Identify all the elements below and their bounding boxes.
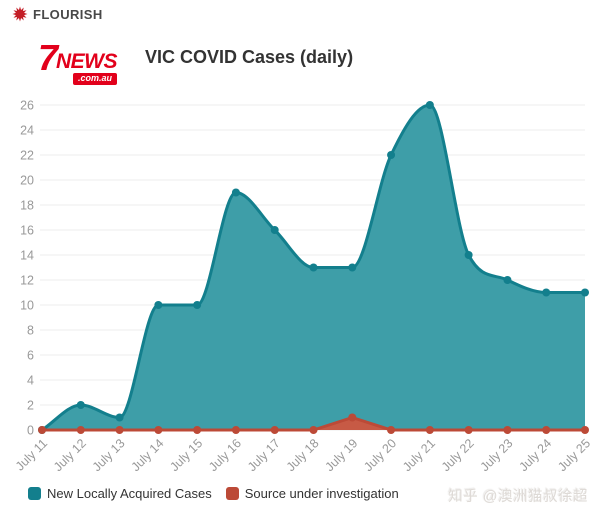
- y-axis-tick-label: 4: [27, 374, 34, 388]
- y-axis-tick-label: 22: [20, 149, 34, 163]
- data-point[interactable]: [309, 426, 318, 434]
- x-axis-tick-label: July 16: [206, 436, 244, 474]
- data-point[interactable]: [231, 426, 240, 434]
- seven-news-domain-badge: .com.au: [72, 73, 117, 86]
- x-axis-tick-label: July 11: [13, 436, 50, 473]
- data-point[interactable]: [193, 301, 202, 309]
- x-axis-tick-label: July 15: [167, 436, 205, 474]
- data-point[interactable]: [387, 426, 396, 434]
- x-axis-tick-label: July 18: [284, 436, 322, 474]
- x-axis-tick-label: July 20: [361, 436, 399, 474]
- chart-legend: New Locally Acquired Cases Source under …: [28, 486, 399, 501]
- legend-label: New Locally Acquired Cases: [47, 486, 212, 501]
- y-axis-tick-label: 20: [20, 174, 34, 188]
- seven-news-logo: 7 NEWS .com.au: [35, 37, 118, 86]
- flourish-label: FLOURISH: [33, 6, 103, 22]
- seven-glyph: 7: [37, 37, 58, 78]
- y-axis-tick-label: 2: [27, 399, 34, 413]
- legend-item-new-locally-acquired-cases: New Locally Acquired Cases: [28, 486, 212, 501]
- x-axis-tick-label: July 22: [439, 436, 477, 474]
- data-point[interactable]: [76, 426, 85, 434]
- data-point[interactable]: [348, 263, 357, 272]
- x-axis-tick-label: July 25: [555, 436, 593, 474]
- zhihu-watermark: 知乎 @澳洲猫叔徐超: [448, 489, 588, 505]
- x-axis-tick-label: July 17: [245, 436, 283, 474]
- y-axis-tick-label: 24: [20, 124, 34, 138]
- data-point[interactable]: [76, 401, 85, 409]
- data-point[interactable]: [581, 288, 589, 297]
- x-axis-tick-label: July 12: [51, 436, 89, 474]
- data-point[interactable]: [503, 426, 512, 434]
- x-axis-tick-label: July 23: [478, 436, 516, 474]
- y-axis-tick-label: 12: [20, 274, 34, 288]
- x-axis-tick-label: July 24: [516, 436, 554, 474]
- data-point[interactable]: [309, 263, 318, 272]
- x-axis-tick-label: July 19: [323, 436, 361, 474]
- data-point[interactable]: [503, 276, 512, 284]
- flourish-logo[interactable]: FLOURISH: [12, 6, 103, 22]
- y-axis-tick-label: 6: [27, 349, 34, 363]
- legend-label: Source under investigation: [244, 486, 399, 501]
- data-point[interactable]: [231, 188, 240, 197]
- x-axis-tick-label: July 21: [400, 436, 438, 474]
- data-point[interactable]: [542, 426, 551, 434]
- data-point[interactable]: [464, 426, 473, 434]
- legend-item-source-under-investigation: Source under investigation: [225, 486, 399, 501]
- flourish-starburst-icon: [12, 6, 28, 22]
- data-point[interactable]: [193, 426, 202, 434]
- x-axis-tick-label: July 13: [90, 436, 128, 474]
- data-point[interactable]: [542, 288, 551, 297]
- data-point[interactable]: [387, 151, 396, 159]
- y-axis-tick-label: 16: [20, 224, 34, 238]
- y-axis-tick-label: 26: [20, 99, 34, 113]
- y-axis-tick-label: 0: [27, 424, 34, 438]
- data-point[interactable]: [348, 413, 357, 422]
- data-point[interactable]: [581, 426, 589, 434]
- data-point[interactable]: [115, 413, 124, 422]
- series-source-under-investigation: [38, 413, 589, 434]
- y-axis-tick-label: 8: [27, 324, 34, 338]
- legend-swatch-red: [225, 487, 239, 500]
- data-point[interactable]: [425, 101, 434, 109]
- data-point[interactable]: [154, 426, 163, 434]
- x-axis-tick-label: July 14: [129, 436, 167, 474]
- y-axis-tick-label: 18: [20, 199, 34, 213]
- data-point[interactable]: [154, 301, 163, 309]
- y-axis-tick-label: 10: [20, 299, 34, 313]
- data-point[interactable]: [270, 226, 279, 234]
- data-point[interactable]: [464, 251, 473, 259]
- data-point[interactable]: [115, 426, 124, 434]
- data-point[interactable]: [38, 426, 46, 434]
- chart-header: 7 NEWS .com.au VIC COVID Cases (daily): [35, 37, 354, 86]
- seven-news-wordmark: 7 NEWS: [37, 37, 118, 78]
- y-axis-tick-label: 14: [20, 249, 34, 263]
- chart-title: VIC COVID Cases (daily): [145, 47, 354, 67]
- series-new-locally-acquired-cases: [38, 101, 589, 434]
- legend-swatch-teal: [28, 487, 41, 500]
- data-point[interactable]: [270, 426, 279, 434]
- data-point[interactable]: [425, 426, 434, 434]
- news-wordmark: NEWS: [56, 50, 118, 74]
